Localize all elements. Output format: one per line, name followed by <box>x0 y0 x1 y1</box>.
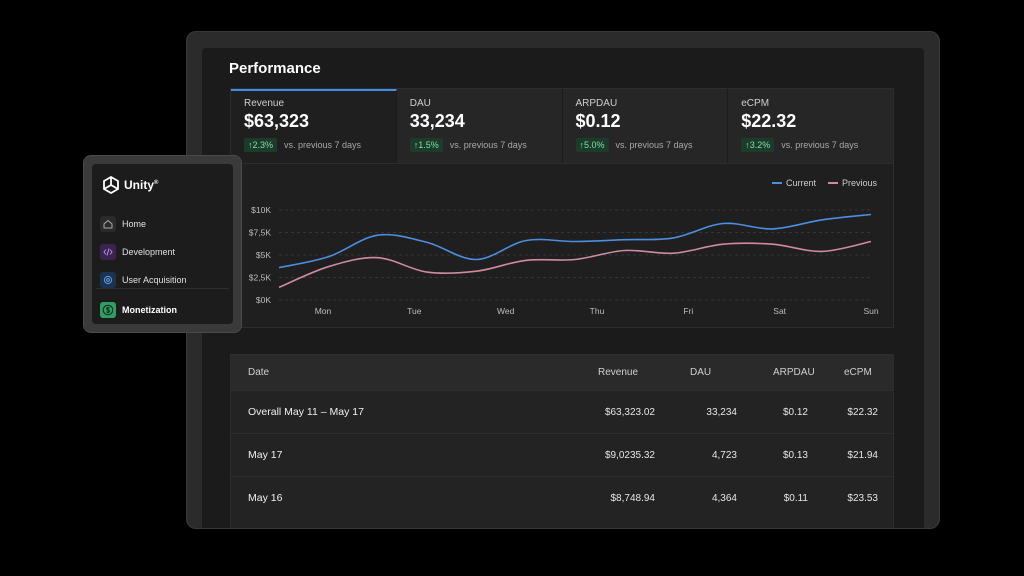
legend-swatch-previous <box>827 182 838 184</box>
table-header: Date Revenue DAU ARPDAU eCPM <box>231 355 893 390</box>
column-header-arpdau[interactable]: ARPDAU <box>773 367 815 378</box>
cell-dau: 33,234 <box>706 406 737 418</box>
legend-label: Current <box>785 178 816 188</box>
x-tick-label: Sun <box>863 306 878 316</box>
cell-revenue: $63,323.02 <box>604 406 655 418</box>
legend-swatch-current <box>771 182 782 184</box>
nav-divider <box>96 288 229 289</box>
brand-label: Unity <box>124 178 154 192</box>
legend-label: Previous <box>841 178 877 188</box>
legend-item-current[interactable]: Current <box>771 178 816 188</box>
device-frame: Performance Revenue $63,323 ↑2.3% vs. pr… <box>186 31 940 529</box>
kpi-value: 33,234 <box>409 111 465 131</box>
y-tick-label: $0K <box>256 295 271 305</box>
unity-nav: Unity® Home Development User Acquisition <box>92 164 233 324</box>
cell-ecpm: $21.94 <box>847 449 878 461</box>
column-header-date[interactable]: Date <box>248 367 270 378</box>
performance-chart: $0K $2,5K $5K $7,5K $10K Mon Tue Wed Thu Fri Sat Su… <box>230 164 894 328</box>
brand-name: Unity® <box>124 178 158 192</box>
y-tick-label: $7,5K <box>249 228 272 238</box>
x-tick-label: Mon <box>315 306 332 316</box>
brand-mark: ® <box>154 180 159 186</box>
code-icon <box>100 244 116 260</box>
x-tick-label: Thu <box>590 306 605 316</box>
column-header-ecpm[interactable]: eCPM <box>844 367 872 378</box>
kpi-value: $22.32 <box>741 111 797 131</box>
cell-ecpm: $23.53 <box>847 492 878 504</box>
y-tick-label: $5K <box>256 250 271 260</box>
cell-arpdau: $0.12 <box>782 406 808 418</box>
delta-badge: ↑3.2% <box>741 138 775 152</box>
kpi-label: Revenue <box>244 98 285 109</box>
nav-label: Development <box>122 247 176 257</box>
kpi-label: eCPM <box>741 98 770 109</box>
nav-item-user-acquisition[interactable]: User Acquisition <box>100 272 187 288</box>
y-tick-label: $10K <box>251 205 271 215</box>
kpi-delta-row: ↑5.0% vs. previous 7 days <box>575 138 715 152</box>
kpi-compare: vs. previous 7 days <box>284 140 362 150</box>
cell-revenue: $8,748.94 <box>610 492 656 504</box>
column-header-dau[interactable]: DAU <box>690 367 712 378</box>
nav-item-monetization[interactable]: Monetization <box>100 302 177 318</box>
cell-date: May 16 <box>248 492 283 504</box>
unity-brand[interactable]: Unity® <box>102 176 158 194</box>
cell-date: Overall May 11 – May 17 <box>248 406 364 418</box>
x-tick-label: Fri <box>683 306 693 316</box>
series-line-previous <box>278 240 872 289</box>
kpi-delta-row: ↑3.2% vs. previous 7 days <box>741 138 880 152</box>
cell-arpdau: $0.13 <box>782 449 808 461</box>
nav-item-home[interactable]: Home <box>100 216 146 232</box>
x-tick-label: Tue <box>407 306 422 316</box>
kpi-tab-ecpm[interactable]: eCPM $22.32 ↑3.2% vs. previous 7 days <box>728 89 893 163</box>
kpi-tab-arpdau[interactable]: ARPDAU $0.12 ↑5.0% vs. previous 7 days <box>562 89 729 163</box>
kpi-delta-row: ↑1.5% vs. previous 7 days <box>409 138 549 152</box>
kpi-label: DAU <box>409 98 431 109</box>
nav-item-development[interactable]: Development <box>100 244 175 260</box>
cell-arpdau: $0.11 <box>783 492 808 504</box>
line-chart: $0K $2,5K $5K $7,5K $10K Mon Tue Wed Thu Fri Sat Su… <box>249 205 879 316</box>
cell-revenue: $9,0235.32 <box>604 449 655 461</box>
dashboard-screen: Performance Revenue $63,323 ↑2.3% vs. pr… <box>202 48 924 528</box>
kpi-compare: vs. previous 7 days <box>781 140 859 150</box>
kpi-compare: vs. previous 7 days <box>449 140 527 150</box>
table-row[interactable]: May 16 $8,748.94 4,364 $0.11 $23.53 <box>231 476 893 519</box>
performance-table: Date Revenue DAU ARPDAU eCPM Overall May… <box>230 354 894 528</box>
target-icon <box>100 272 116 288</box>
kpi-tab-revenue[interactable]: Revenue $63,323 ↑2.3% vs. previous 7 day… <box>231 89 397 163</box>
kpi-value: $63,323 <box>244 111 310 131</box>
nav-label: Home <box>122 219 147 229</box>
unity-nav-card: Unity® Home Development User Acquisition <box>83 155 242 333</box>
nav-label: Monetization <box>122 305 177 315</box>
x-tick-label: Wed <box>497 306 515 316</box>
table-row[interactable]: May 17 $9,0235.32 4,723 $0.13 $21.94 <box>231 433 893 476</box>
kpi-label: ARPDAU <box>575 98 618 109</box>
cell-ecpm: $22.32 <box>847 406 878 418</box>
kpi-value: $0.12 <box>575 111 621 131</box>
cell-date: May 17 <box>248 449 283 461</box>
kpi-delta-row: ↑2.3% vs. previous 7 days <box>244 138 383 152</box>
series-line-current <box>278 213 872 269</box>
column-header-revenue[interactable]: Revenue <box>598 367 639 378</box>
table-row[interactable]: Overall May 11 – May 17 $63,323.02 33,23… <box>231 390 893 433</box>
legend-item-previous[interactable]: Previous <box>827 178 877 188</box>
delta-badge: ↑2.3% <box>244 138 278 152</box>
kpi-tab-dau[interactable]: DAU 33,234 ↑1.5% vs. previous 7 days <box>396 89 563 163</box>
chart-legend: Current Previous <box>760 178 877 188</box>
delta-badge: ↑5.0% <box>575 138 609 152</box>
kpi-tabs: Revenue $63,323 ↑2.3% vs. previous 7 day… <box>230 88 894 164</box>
y-tick-label: $2,5K <box>249 273 272 283</box>
cell-dau: 4,723 <box>711 449 737 461</box>
kpi-compare: vs. previous 7 days <box>615 140 693 150</box>
x-tick-label: Sat <box>773 306 786 316</box>
page-title: Performance <box>229 60 321 77</box>
delta-badge: ↑1.5% <box>409 138 443 152</box>
unity-logo-icon <box>103 176 119 194</box>
dollar-icon <box>100 302 116 318</box>
cell-dau: 4,364 <box>711 492 737 504</box>
home-icon <box>100 216 116 232</box>
nav-label: User Acquisition <box>122 275 187 285</box>
